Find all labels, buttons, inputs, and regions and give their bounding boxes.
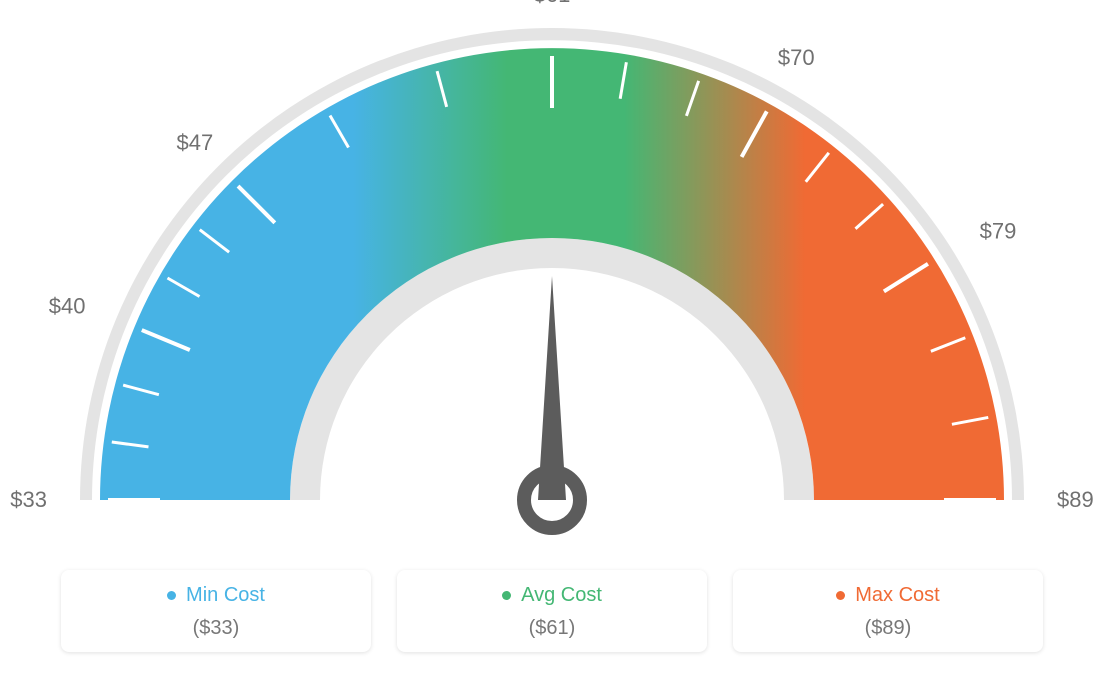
svg-text:$40: $40 xyxy=(49,294,86,319)
svg-text:$79: $79 xyxy=(980,218,1017,243)
legend-value-max: ($89) xyxy=(733,617,1043,640)
legend-dot-max xyxy=(836,591,845,600)
legend-card-max: Max Cost ($89) xyxy=(733,570,1043,652)
legend-title-avg: Avg Cost xyxy=(502,584,602,607)
legend-dot-avg xyxy=(502,591,511,600)
legend-card-min: Min Cost ($33) xyxy=(61,570,371,652)
svg-text:$89: $89 xyxy=(1057,487,1094,512)
legend-dot-min xyxy=(167,591,176,600)
legend-value-avg: ($61) xyxy=(397,617,707,640)
legend-label-max: Max Cost xyxy=(855,584,939,607)
svg-text:$33: $33 xyxy=(10,487,47,512)
gauge-chart: $33 $40 $47 $61 $70 $79 $89 xyxy=(0,0,1104,570)
gauge-svg: $33 $40 $47 $61 $70 $79 $89 xyxy=(0,0,1104,570)
svg-text:$70: $70 xyxy=(778,45,815,70)
legend-label-avg: Avg Cost xyxy=(521,584,602,607)
legend-title-max: Max Cost xyxy=(836,584,939,607)
legend-value-min: ($33) xyxy=(61,617,371,640)
svg-text:$47: $47 xyxy=(177,130,214,155)
svg-text:$61: $61 xyxy=(534,0,571,7)
legend-label-min: Min Cost xyxy=(186,584,265,607)
legend-row: Min Cost ($33) Avg Cost ($61) Max Cost (… xyxy=(0,570,1104,652)
legend-card-avg: Avg Cost ($61) xyxy=(397,570,707,652)
legend-title-min: Min Cost xyxy=(167,584,265,607)
